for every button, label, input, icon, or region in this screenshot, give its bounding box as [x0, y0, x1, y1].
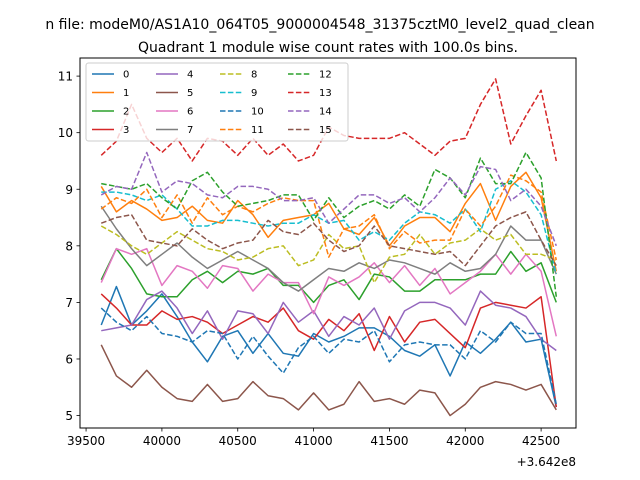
legend-label-14: 14: [319, 107, 332, 118]
x-offset-label: +3.642e8: [517, 455, 576, 469]
legend-label-6: 6: [187, 107, 193, 118]
series-line-0: [100, 285, 558, 408]
x-tick-label: 41000: [294, 434, 332, 448]
legend-label-13: 13: [319, 88, 332, 99]
legend-label-11: 11: [251, 125, 264, 136]
series-line-3: [100, 293, 558, 408]
y-tick-label: 7: [65, 296, 73, 310]
legend-label-7: 7: [187, 125, 193, 136]
legend-label-10: 10: [251, 107, 264, 118]
series-line-7: [100, 205, 557, 292]
series-line-11: [100, 174, 558, 261]
series-line-5: [100, 344, 557, 417]
y-tick-label: 5: [65, 409, 73, 423]
x-tick-label: 42000: [446, 434, 484, 448]
series-line-9: [101, 180, 558, 275]
series-line-15: [100, 211, 557, 267]
legend-label-12: 12: [319, 70, 332, 81]
series-line-4: [101, 290, 557, 352]
y-tick-label: 8: [65, 239, 73, 253]
legend-label-15: 15: [319, 125, 332, 136]
chart-title: Quadrant 1 module wise count rates with …: [138, 40, 518, 56]
series-line-8: [100, 225, 557, 284]
x-tick-label: 40500: [219, 434, 257, 448]
series-line-1: [100, 171, 558, 272]
series-line-12: [101, 151, 558, 297]
series-line-10: [100, 307, 558, 405]
y-tick-label: 6: [65, 352, 73, 366]
series-line-2: [100, 247, 557, 304]
plot-frame: [79, 57, 577, 429]
y-tick-label: 10: [58, 126, 73, 140]
x-tick-label: 41500: [370, 434, 408, 448]
x-axis: 39500 40000 40500 41000 41500 42000 42500: [67, 428, 560, 448]
x-tick-label: 42500: [522, 434, 560, 448]
legend-label-8: 8: [251, 70, 257, 81]
legend-label-4: 4: [187, 70, 193, 81]
chart-suptitle: n file: modeM0/AS1A10_064T05_9000004548_…: [45, 17, 594, 33]
series-line-6: [100, 247, 558, 337]
series-line-14: [100, 151, 557, 247]
x-tick-label: 39500: [67, 434, 105, 448]
legend-label-2: 2: [123, 107, 129, 118]
legend-box: [85, 62, 349, 142]
y-tick-label: 11: [58, 70, 73, 84]
y-axis: 5 6 7 8 9 10 11: [58, 70, 80, 423]
legend-label-9: 9: [251, 88, 257, 99]
legend-label-0: 0: [123, 70, 129, 81]
legend-label-3: 3: [123, 125, 129, 136]
legend-label-5: 5: [187, 88, 193, 99]
legend-label-1: 1: [123, 88, 129, 99]
y-tick-label: 9: [65, 183, 73, 197]
x-tick-label: 40000: [143, 434, 181, 448]
